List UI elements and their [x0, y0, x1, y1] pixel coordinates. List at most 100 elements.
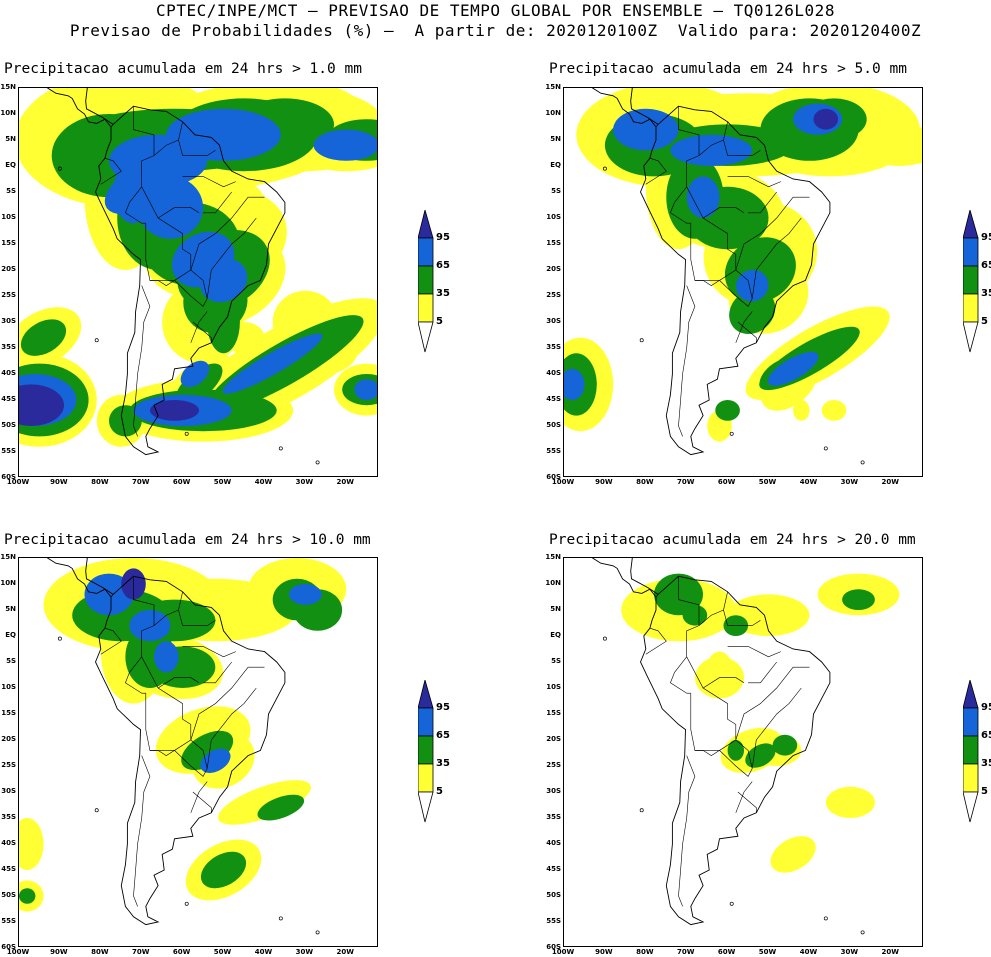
legend-label: 35: [436, 758, 450, 769]
legend-swatch: [962, 678, 979, 709]
island: [184, 431, 189, 436]
island: [602, 166, 607, 171]
latitude-label: 55S: [546, 447, 561, 455]
probability-area: [154, 641, 179, 673]
latitude-label: 20S: [1, 265, 16, 273]
country-border: [686, 656, 753, 769]
coastline: [47, 558, 112, 598]
latitude-label: 10S: [1, 683, 16, 691]
legend-swatch: [962, 763, 979, 793]
probability-area: [180, 360, 210, 388]
latitude-label: 30S: [1, 317, 16, 325]
latitude-label: 15S: [1, 239, 16, 247]
country-border: [686, 186, 753, 299]
longitude-label: 100W: [551, 478, 575, 486]
probability-area: [682, 604, 708, 626]
longitude-label: 90W: [50, 948, 68, 956]
latitude-label: 50S: [1, 421, 16, 429]
country-border: [645, 157, 667, 185]
coastline: [47, 88, 112, 128]
legend-label: 35: [981, 758, 991, 769]
country-border: [748, 191, 777, 214]
latitude-label: 5S: [6, 657, 16, 665]
coastline: [85, 558, 114, 595]
longitude-label: 100W: [6, 478, 30, 486]
country-border: [694, 750, 720, 756]
island: [729, 431, 734, 436]
country-border: [690, 223, 736, 281]
country-border: [178, 121, 216, 156]
latitude-label: 15N: [545, 553, 561, 561]
country-border: [645, 627, 667, 655]
country-border: [125, 106, 155, 224]
country-border: [737, 791, 757, 813]
latitude-label: 25S: [546, 291, 561, 299]
probability-area: [670, 134, 753, 166]
island: [860, 930, 865, 935]
latitude-label: 60S: [1, 943, 16, 951]
country-border: [145, 693, 191, 751]
island: [729, 901, 734, 906]
country-border: [190, 666, 265, 741]
latitude-label: 10N: [545, 579, 561, 587]
panel-title: Precipitacao acumulada em 24 hrs > 10.0 …: [4, 532, 371, 548]
country-border: [100, 157, 122, 185]
legend-swatch: [417, 208, 434, 239]
longitude-label: 30W: [295, 948, 314, 956]
island: [639, 338, 644, 343]
country-border: [751, 687, 802, 769]
country-border: [206, 217, 257, 299]
longitude-label: 20W: [336, 478, 354, 486]
latitude-label: 35S: [1, 343, 16, 351]
latitude-label: EQ: [550, 161, 561, 169]
country-border: [735, 311, 753, 343]
country-border: [182, 176, 236, 188]
longitude-label: 70W: [676, 948, 695, 956]
country-border: [149, 280, 175, 286]
longitude-label: 60W: [717, 478, 736, 486]
latitude-label: 10S: [1, 213, 16, 221]
country-border: [133, 755, 151, 907]
probability-area: [175, 363, 223, 406]
country-border: [192, 321, 212, 343]
island: [315, 460, 320, 465]
legend-label: 35: [436, 288, 450, 299]
probability-area: [821, 400, 847, 421]
coastline: [630, 88, 659, 125]
longitude-label: 50W: [213, 478, 232, 486]
latitude-label: 25S: [546, 761, 561, 769]
latitude-label: 45S: [1, 865, 16, 873]
longitude-label: 70W: [676, 478, 695, 486]
probability-area: [715, 400, 740, 421]
latitude-label: 35S: [546, 343, 561, 351]
latitude-label: 55S: [546, 917, 561, 925]
latitude-label: 45S: [546, 395, 561, 403]
longitude-label: 90W: [595, 478, 613, 486]
probability-map: [18, 87, 378, 477]
legend-label: 95: [436, 702, 450, 713]
island: [860, 460, 865, 465]
latitude-label: 30S: [546, 317, 561, 325]
country-border: [678, 285, 696, 437]
latitude-label: 5N: [5, 135, 16, 143]
legend-label: 5: [981, 316, 988, 327]
country-border: [145, 223, 191, 281]
latitude-label: 40S: [1, 369, 16, 377]
panel-title: Precipitacao acumulada em 24 hrs > 1.0 m…: [4, 61, 362, 77]
country-border: [670, 106, 700, 224]
country-border: [735, 666, 810, 741]
island: [94, 808, 99, 813]
longitude-label: 40W: [799, 478, 818, 486]
longitude-label: 50W: [758, 478, 777, 486]
latitude-label: 25S: [1, 761, 16, 769]
latitude-label: 5N: [550, 605, 561, 613]
probability-area: [707, 651, 732, 683]
probability-map: [563, 87, 923, 477]
country-border: [125, 576, 155, 694]
latitude-label: 40S: [546, 369, 561, 377]
country-border: [174, 280, 208, 307]
legend-bar: [962, 208, 979, 353]
country-border: [141, 656, 208, 769]
latitude-label: 60S: [546, 473, 561, 481]
longitude-label: 90W: [595, 948, 613, 956]
